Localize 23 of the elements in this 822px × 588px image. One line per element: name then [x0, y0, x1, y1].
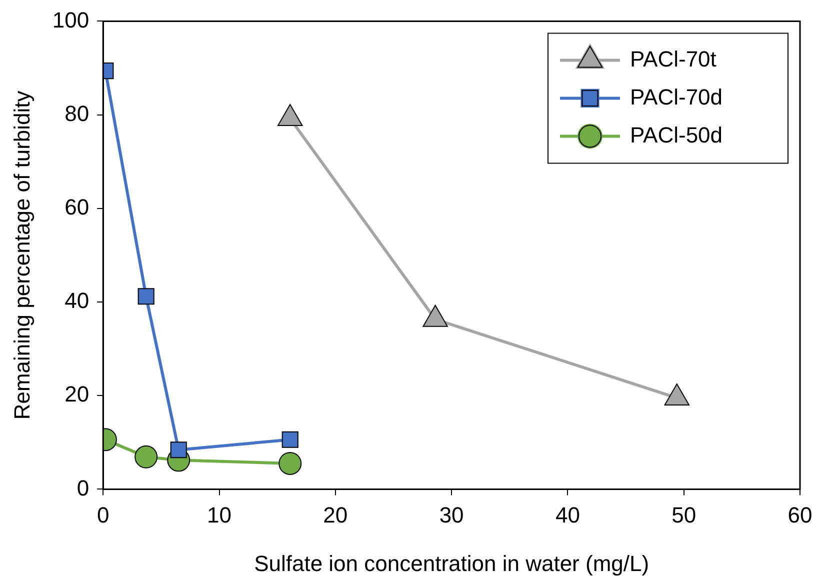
- x-tick-label: 0: [96, 502, 110, 528]
- y-tick-label: 20: [64, 382, 90, 407]
- x-tick-label: 40: [555, 502, 580, 528]
- y-tick-label: 0: [76, 475, 90, 500]
- point: [278, 452, 302, 475]
- point: [282, 431, 298, 448]
- x-tick-label: 60: [788, 502, 812, 528]
- y-axis-title: Remaining percentage of turbidity: [9, 90, 34, 420]
- x-tick-label: 30: [439, 502, 464, 528]
- x-tick-label: 10: [207, 502, 232, 528]
- y-tick-label: 100: [52, 7, 90, 32]
- point: [134, 445, 158, 468]
- legend-label: PACl-70t: [630, 46, 716, 72]
- y-tick-label: 80: [64, 100, 90, 126]
- y-tick-label: 40: [64, 288, 90, 314]
- y-tick-label: 60: [64, 194, 90, 220]
- point: [138, 288, 154, 305]
- point: [170, 442, 187, 458]
- legend-label: PACl-50d: [630, 122, 723, 148]
- x-axis-title: Sulfate ion concentration in water (mg/L): [254, 550, 650, 576]
- legend-label: PACl-70d: [630, 84, 723, 110]
- x-tick-label: 20: [323, 502, 348, 528]
- x-tick-label: 50: [672, 502, 696, 528]
